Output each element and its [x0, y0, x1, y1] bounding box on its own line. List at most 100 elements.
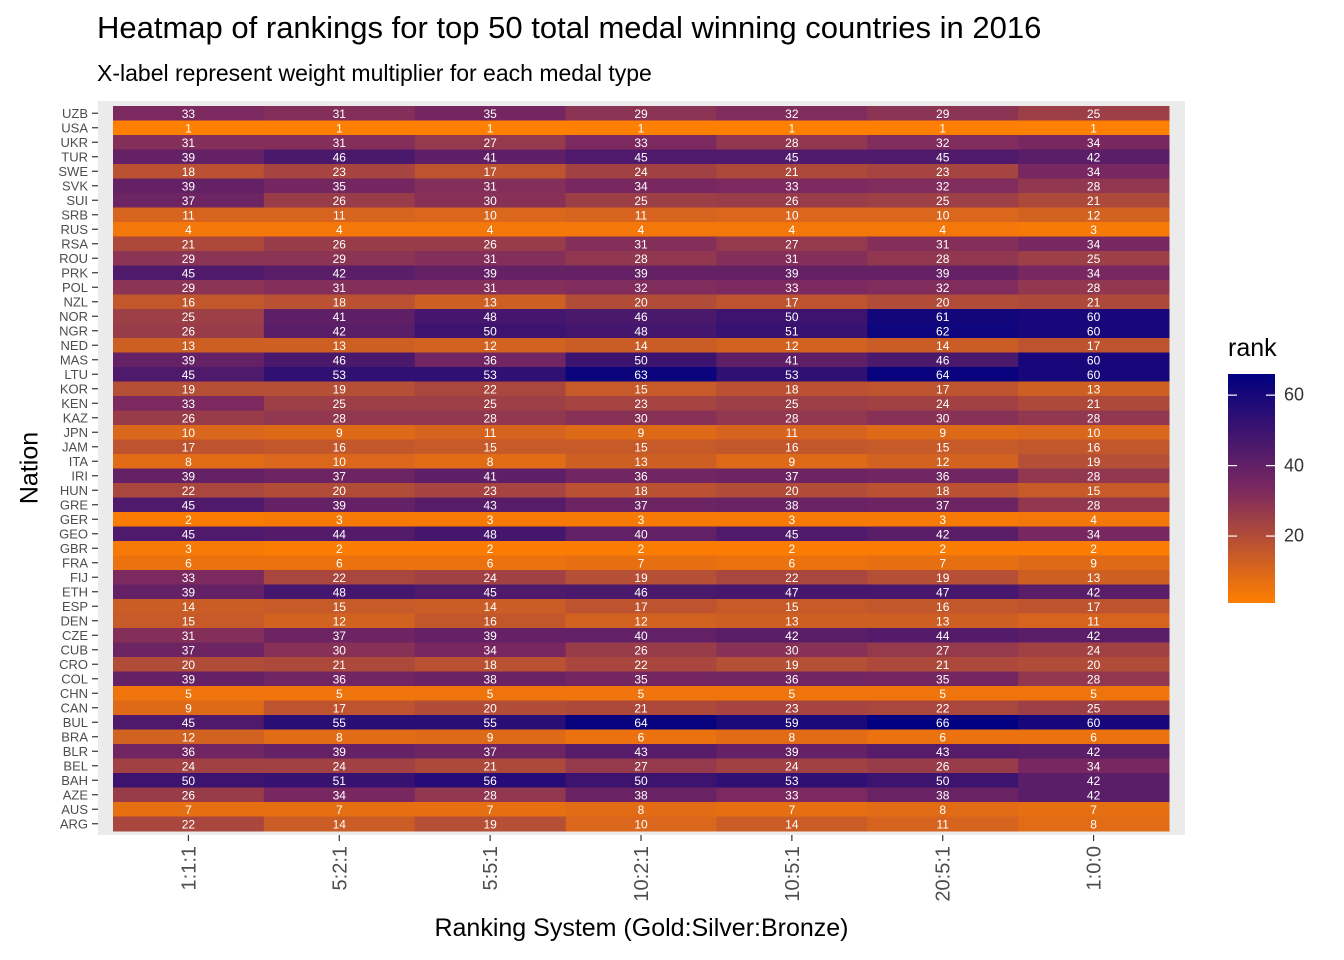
y-tick-label: KEN	[61, 396, 88, 411]
cell-value-label: 28	[634, 252, 648, 266]
heatmap-cell	[113, 512, 265, 527]
heatmap-cell	[1018, 396, 1170, 411]
cell-value-label: 59	[785, 716, 799, 730]
cell-value-label: 5	[638, 687, 645, 701]
heatmap-cell	[414, 773, 567, 788]
heatmap-cell	[1018, 758, 1170, 774]
cell-value-label: 66	[936, 716, 950, 730]
heatmap-cell	[263, 700, 416, 716]
cell-value-label: 10	[936, 208, 950, 222]
cell-value-label: 63	[634, 368, 648, 382]
heatmap-cell	[414, 222, 567, 237]
heatmap-cell	[565, 584, 717, 600]
heatmap-cell	[867, 671, 1019, 687]
cell-value-label: 28	[1087, 179, 1101, 193]
heatmap-cell	[565, 425, 717, 440]
y-tick-label: RUS	[61, 222, 89, 237]
y-tick-label: TUR	[61, 149, 88, 164]
cell-value-label: 53	[483, 368, 497, 382]
heatmap-cell	[867, 642, 1019, 658]
heatmap-cell	[867, 787, 1019, 803]
cell-value-label: 6	[185, 556, 192, 570]
y-tick-label: FIJ	[70, 570, 88, 585]
y-tick-label: SWE	[58, 164, 88, 179]
heatmap-cell	[414, 193, 567, 208]
cell-value-label: 4	[638, 223, 645, 237]
cell-value-label: 13	[182, 339, 196, 353]
y-tick-label: KOR	[60, 381, 88, 396]
cell-value-label: 20	[936, 295, 950, 309]
heatmap-cell	[867, 251, 1019, 266]
heatmap-cell	[263, 236, 416, 252]
cell-value-label: 40	[634, 629, 648, 643]
y-tick-label: USA	[61, 120, 88, 135]
cell-value-label: 26	[634, 643, 648, 657]
cell-value-label: 6	[487, 556, 494, 570]
heatmap-cell	[716, 715, 868, 730]
cell-value-label: 32	[785, 107, 799, 121]
heatmap-cell	[565, 207, 717, 223]
y-tick-label: PRK	[61, 265, 88, 280]
heatmap-cell	[867, 628, 1019, 643]
cell-value-label: 35	[936, 672, 950, 686]
cell-value-label: 34	[1087, 266, 1101, 280]
cell-value-label: 4	[185, 223, 192, 237]
heatmap-cell	[565, 555, 717, 571]
heatmap-cell	[716, 584, 868, 600]
cell-value-label: 22	[182, 484, 196, 498]
heatmap-cell	[414, 468, 567, 484]
heatmap-cell	[867, 715, 1019, 730]
chart-subtitle: X-label represent weight multiplier for …	[97, 60, 652, 86]
cell-value-label: 42	[785, 629, 799, 643]
cell-value-label: 18	[182, 165, 196, 179]
heatmap-cell	[867, 570, 1019, 585]
heatmap-cell	[263, 410, 416, 426]
heatmap-cell	[716, 555, 868, 571]
cell-value-label: 19	[182, 382, 196, 396]
cell-value-label: 1	[185, 121, 192, 135]
cell-value-label: 14	[634, 339, 648, 353]
cell-value-label: 38	[936, 788, 950, 802]
cell-value-label: 21	[634, 701, 648, 715]
cell-value-label: 25	[1087, 701, 1101, 715]
heatmap-cell	[1018, 483, 1170, 498]
heatmap-cell	[113, 613, 265, 629]
heatmap-cell	[1018, 178, 1170, 194]
cell-value-label: 10	[785, 208, 799, 222]
heatmap-cell	[414, 135, 567, 150]
cell-value-label: 8	[1090, 817, 1097, 831]
y-tick-label: ROU	[59, 251, 88, 266]
heatmap-cell	[1018, 149, 1170, 165]
heatmap-cell	[565, 570, 717, 585]
heatmap-cell	[716, 193, 868, 208]
cell-value-label: 24	[1087, 643, 1101, 657]
heatmap-cell	[1018, 454, 1170, 469]
cell-value-label: 7	[939, 556, 946, 570]
y-tick-label: ETH	[62, 584, 88, 599]
heatmap-cell	[1018, 135, 1170, 150]
heatmap-cell	[1018, 555, 1170, 571]
y-tick-label: NOR	[59, 309, 88, 324]
cell-value-label: 36	[936, 469, 950, 483]
cell-value-label: 3	[487, 513, 494, 527]
x-tick-label: 5:2:1	[329, 846, 351, 890]
cell-value-label: 28	[483, 411, 497, 425]
heatmap-cell	[565, 613, 717, 629]
cell-value-label: 29	[333, 252, 347, 266]
cell-value-label: 60	[1087, 324, 1101, 338]
cell-value-label: 11	[1087, 614, 1100, 628]
cell-value-label: 42	[333, 324, 347, 338]
heatmap-cell	[113, 584, 265, 600]
heatmap-cell	[565, 135, 717, 150]
cell-value-label: 53	[333, 368, 347, 382]
cell-value-label: 43	[483, 498, 497, 512]
heatmap-cell	[263, 381, 416, 397]
cell-value-label: 46	[936, 353, 950, 367]
y-tick-label: CRO	[59, 657, 88, 672]
heatmap-cell	[1018, 106, 1170, 121]
heatmap-cell	[1018, 700, 1170, 716]
heatmap-cell	[414, 120, 567, 136]
heatmap-cell	[1018, 164, 1170, 179]
heatmap-cell	[716, 265, 868, 281]
